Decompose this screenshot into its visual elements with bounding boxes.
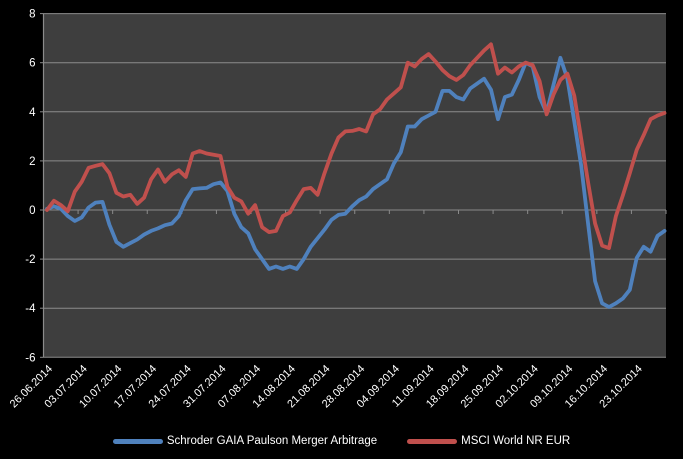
plot-area <box>43 13 666 358</box>
y-tick-label: 8 <box>29 9 35 21</box>
y-tick-label: 0 <box>29 205 35 217</box>
y-tick-label: -4 <box>25 303 36 315</box>
legend-label: MSCI World NR EUR <box>461 435 571 447</box>
y-tick-label: -2 <box>25 254 35 266</box>
y-tick-label: 4 <box>29 107 36 119</box>
legend: Schroder GAIA Paulson Merger Arbitrage MS… <box>0 430 683 452</box>
legend-item-schroder: Schroder GAIA Paulson Merger Arbitrage <box>112 435 378 447</box>
legend-label: Schroder GAIA Paulson Merger Arbitrage <box>166 435 378 447</box>
legend-swatch-blue <box>112 438 163 444</box>
legend-swatch-red <box>407 438 458 444</box>
y-tick-label: -6 <box>25 352 35 364</box>
series-line-msci <box>45 42 667 251</box>
legend-item-msci: MSCI World NR EUR <box>407 435 570 447</box>
y-tick-label: 6 <box>29 58 35 70</box>
y-tick-label: 2 <box>29 156 35 168</box>
series-line-schroder <box>45 55 667 309</box>
